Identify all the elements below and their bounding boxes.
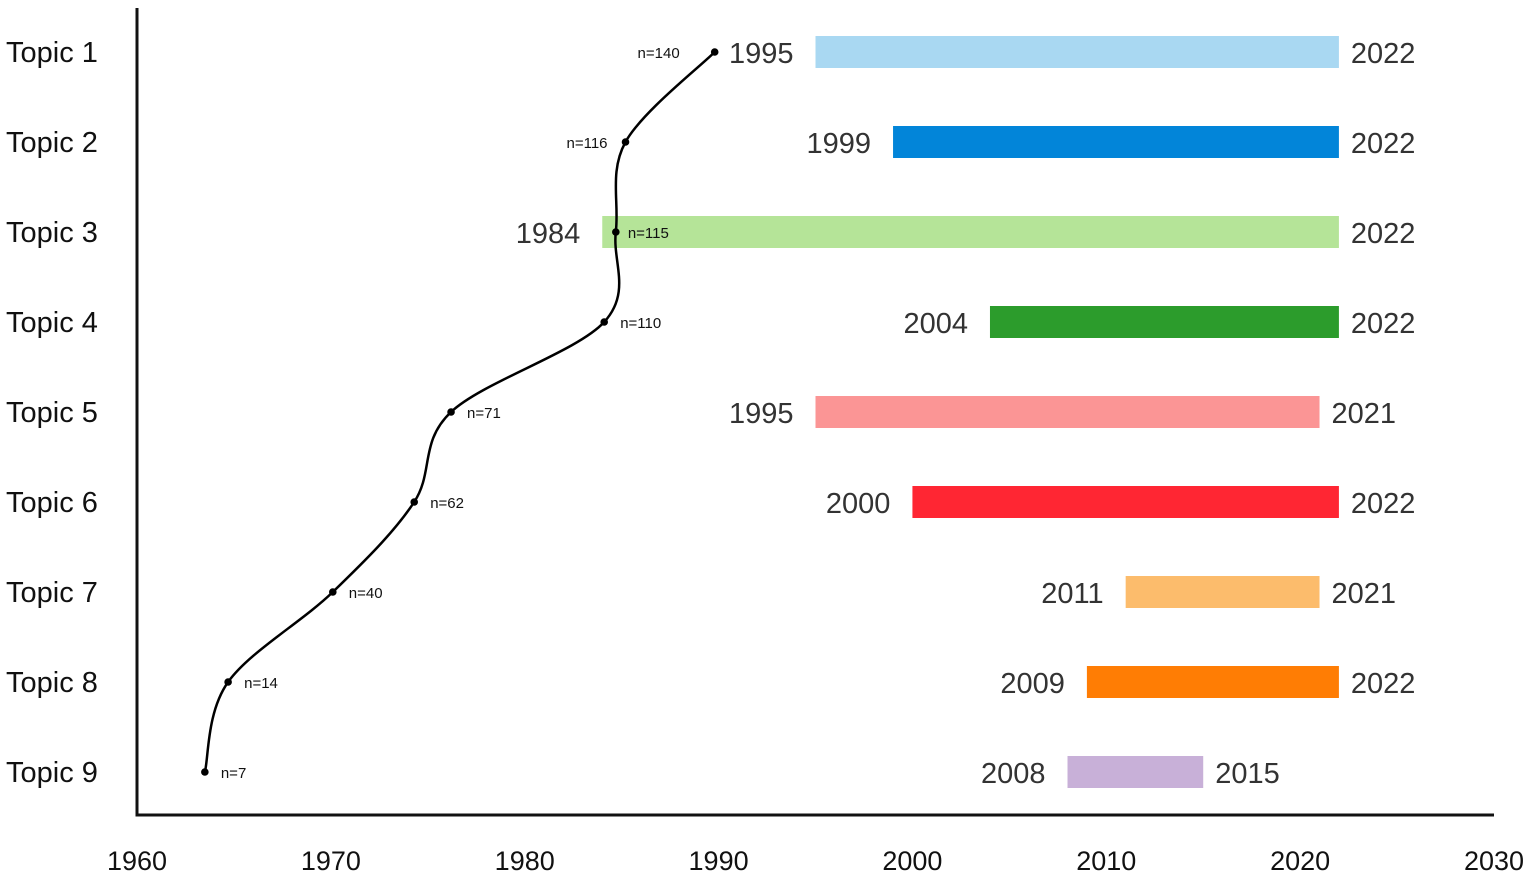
x-tick-label-2030: 2030: [1464, 846, 1524, 876]
x-tick-label-1990: 1990: [689, 846, 749, 876]
range-bar-topic-8: [1086, 666, 1339, 698]
topic-label-3: Topic 3: [6, 217, 98, 249]
count-label-topic-8: n=14: [244, 675, 278, 692]
cumulative-point-topic-2: [621, 138, 630, 146]
cumulative-point-topic-5: [447, 408, 455, 416]
start-year-label-topic-7: 2011: [1041, 578, 1103, 610]
end-year-label-topic-4: 2022: [1351, 308, 1416, 340]
start-year-label-topic-8: 2009: [1000, 668, 1065, 700]
x-tick-label-1980: 1980: [495, 846, 555, 876]
range-bar-topic-9: [1067, 756, 1204, 788]
topic-label-4: Topic 4: [6, 307, 98, 339]
range-bar-topic-6: [912, 486, 1339, 518]
x-tick-label-1970: 1970: [301, 846, 361, 876]
range-bar-topic-7: [1125, 576, 1320, 608]
cumulative-point-topic-6: [410, 498, 419, 506]
end-year-label-topic-8: 2022: [1351, 668, 1416, 700]
cumulative-point-topic-1: [710, 48, 719, 56]
topic-label-8: Topic 8: [6, 667, 98, 699]
count-label-topic-2: n=116: [567, 135, 608, 152]
topic-label-1: Topic 1: [6, 37, 98, 69]
labels-layer: Topic 1 1995 2022 Topic 2 1999 2022 Topic 3 198…: [6, 37, 1415, 790]
topic-label-9: Topic 9: [6, 757, 98, 789]
cumulative-point-topic-7: [328, 588, 337, 596]
range-bar-topic-5: [815, 396, 1320, 428]
start-year-label-topic-3: 1984: [516, 218, 581, 250]
topic-label-6: Topic 6: [6, 487, 98, 519]
start-year-label-topic-9: 2008: [981, 758, 1046, 790]
range-bar-topic-2: [893, 126, 1339, 158]
range-bar-topic-3: [602, 216, 1339, 248]
cumulative-count-line: [203, 51, 716, 773]
x-axis-ticks: 1960 1970 1980 1990 2000 2010 2020 2030: [107, 846, 1524, 876]
count-label-topic-6: n=62: [430, 495, 464, 512]
start-year-label-topic-5: 1995: [729, 398, 794, 430]
end-year-label-topic-3: 2022: [1351, 218, 1416, 250]
cumulative-point-topic-9: [201, 768, 209, 776]
start-year-label-topic-2: 1999: [807, 128, 872, 160]
topic-label-2: Topic 2: [6, 127, 98, 159]
cumulative-point-topic-4: [600, 318, 608, 326]
x-tick-label-2000: 2000: [882, 846, 942, 876]
end-year-label-topic-2: 2022: [1351, 128, 1416, 160]
end-year-label-topic-7: 2021: [1332, 578, 1397, 610]
cumulative-point-topic-8: [224, 678, 232, 686]
count-label-topic-5: n=71: [467, 405, 501, 422]
x-tick-label-1960: 1960: [107, 846, 167, 876]
end-year-label-topic-5: 2021: [1332, 398, 1397, 430]
range-bar-topic-1: [815, 36, 1339, 68]
range-bar-topic-4: [989, 306, 1339, 338]
topic-label-7: Topic 7: [6, 577, 98, 609]
x-tick-label-2020: 2020: [1270, 846, 1330, 876]
end-year-label-topic-9: 2015: [1215, 758, 1280, 790]
topic-label-5: Topic 5: [6, 397, 98, 429]
count-label-topic-9: n=7: [221, 765, 246, 782]
count-label-topic-1: n=140: [638, 45, 680, 62]
start-year-label-topic-4: 2004: [903, 308, 968, 340]
count-label-topic-7: n=40: [349, 585, 383, 602]
start-year-label-topic-6: 2000: [826, 488, 891, 520]
count-label-topic-4: n=110: [620, 315, 661, 332]
count-label-topic-3: n=115: [628, 225, 669, 242]
start-year-label-topic-1: 1995: [729, 38, 794, 70]
end-year-label-topic-1: 2022: [1351, 38, 1416, 70]
cumulative-line-layer: n=140 n=116 n=115 n=110 n=71 n=62 n=40 n=14 n=7: [201, 45, 719, 782]
bars-layer: [602, 36, 1339, 788]
x-tick-label-2010: 2010: [1076, 846, 1136, 876]
cumulative-point-topic-3: [612, 228, 620, 236]
end-year-label-topic-6: 2022: [1351, 488, 1416, 520]
